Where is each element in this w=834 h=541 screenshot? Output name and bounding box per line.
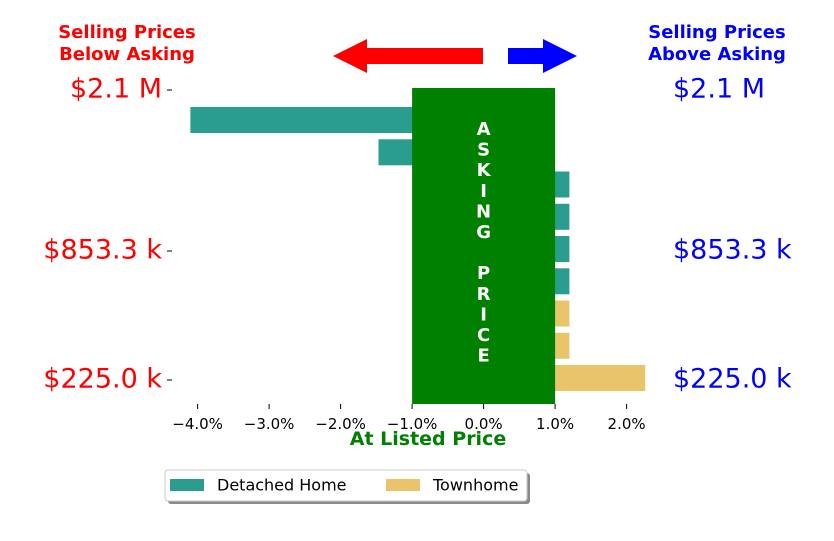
x-tick-label: −1.0% xyxy=(387,415,438,433)
right-header-line: Selling Prices xyxy=(648,22,785,43)
x-tick-label: −4.0% xyxy=(172,415,223,433)
legend: Detached Home Townhome xyxy=(164,469,530,504)
legend-swatch xyxy=(170,479,204,491)
left-arrow-icon xyxy=(333,39,483,73)
asking-price-band-letter: K xyxy=(477,160,492,181)
left-header-line: Selling Prices xyxy=(58,22,195,43)
asking-price-band-letter: G xyxy=(476,222,491,243)
x-tick-label: 1.0% xyxy=(536,415,574,433)
left-header-line: Below Asking xyxy=(59,44,195,65)
right-price-label: $853.3 k xyxy=(673,235,792,266)
x-tick-label: 2.0% xyxy=(608,415,646,433)
x-tick-label: −2.0% xyxy=(315,415,366,433)
legend-label: Detached Home xyxy=(217,476,347,495)
legend-swatch xyxy=(386,479,420,491)
right-header-line: Above Asking xyxy=(648,44,786,65)
asking-price-band-letter: N xyxy=(476,201,491,222)
price-labels-layer: $2.1 M $853.3 k $225.0 k $2.1 M $853.3 k $225… xyxy=(43,74,792,395)
x-axis-label: At Listed Price xyxy=(350,428,506,450)
asking-price-band-letter: E xyxy=(477,346,489,367)
legend-label: Townhome xyxy=(432,476,518,495)
left-price-label: $225.0 k xyxy=(43,364,162,395)
asking-price-band-letter: C xyxy=(477,325,490,346)
asking-price-band xyxy=(412,88,556,404)
left-price-label: $853.3 k xyxy=(43,235,162,266)
asking-price-band-letter: I xyxy=(480,181,487,202)
x-tick-label: −3.0% xyxy=(244,415,295,433)
asking-price-band-letter: A xyxy=(477,119,491,140)
asking-price-band-letter: I xyxy=(480,304,487,325)
asking-price-band-letter: S xyxy=(477,140,490,161)
asking-price-band-letter: P xyxy=(477,263,490,284)
left-price-label: $2.1 M xyxy=(70,74,162,105)
x-axis: −4.0% −3.0% −2.0% −1.0% 0.0% 1.0% 2.0% At Liste… xyxy=(172,404,646,450)
asking-price-band-letter: R xyxy=(477,284,491,305)
right-price-label: $2.1 M xyxy=(673,74,765,105)
right-arrow-icon xyxy=(508,39,577,73)
x-tick-label: 0.0% xyxy=(465,415,503,433)
legend-box xyxy=(164,469,528,502)
right-price-label: $225.0 k xyxy=(673,364,792,395)
